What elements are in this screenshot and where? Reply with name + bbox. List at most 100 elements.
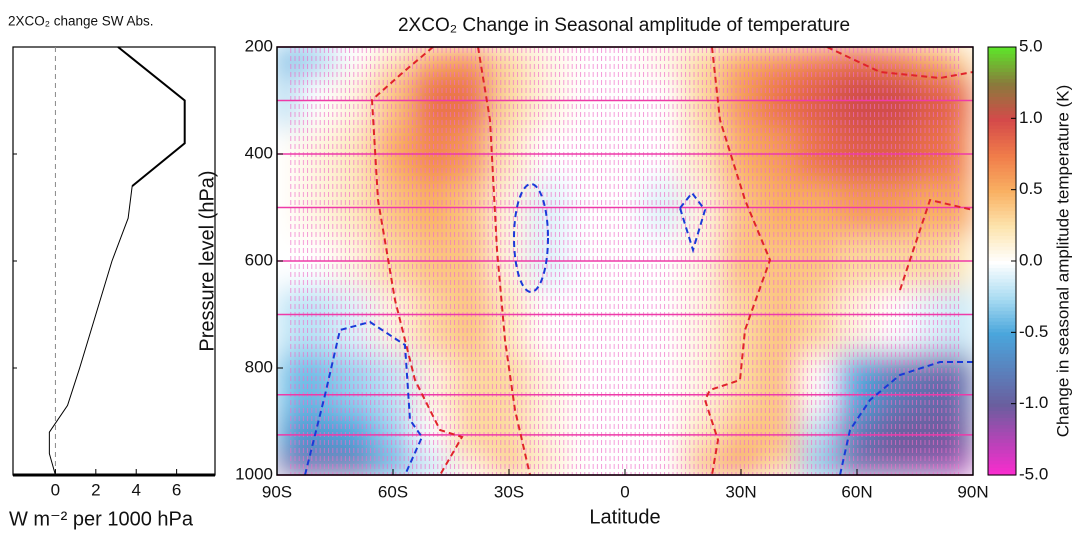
- colorbar-swatch: [988, 57, 1016, 62]
- colorbar-swatch: [988, 146, 1016, 152]
- colorbar-swatch: [988, 54, 1016, 59]
- colorbar-swatch: [988, 328, 1016, 333]
- colorbar-swatch: [988, 221, 1016, 226]
- colorbar-swatch: [988, 111, 1016, 116]
- colorbar-swatch: [988, 93, 1016, 98]
- chart-title: 2XCO₂ Change in Seasonal amplitude of te…: [398, 15, 850, 36]
- colorbar-swatch: [988, 246, 1016, 251]
- colorbar-swatch: [988, 121, 1016, 127]
- colorbar-swatch: [988, 129, 1016, 134]
- colorbar-swatch: [988, 50, 1016, 55]
- x-tick-label: 2: [91, 480, 100, 499]
- colorbar-swatch: [988, 193, 1016, 198]
- contours: [304, 47, 973, 475]
- colorbar-swatch: [988, 339, 1016, 344]
- profile-title: 2XCO₂ change SW Abs.: [8, 14, 154, 29]
- colorbar-swatch: [988, 421, 1016, 426]
- colorbar-swatch: [988, 450, 1016, 455]
- colorbar-swatch: [988, 414, 1016, 419]
- colorbar-swatch: [988, 61, 1016, 66]
- colorbar-swatch: [988, 139, 1016, 144]
- colorbar-swatch: [988, 375, 1016, 380]
- colorbar-swatch: [988, 136, 1016, 141]
- colorbar-swatch: [988, 175, 1016, 180]
- colorbar-swatch: [988, 168, 1016, 173]
- contour-negative: [678, 191, 707, 254]
- colorbar-swatch: [988, 203, 1016, 209]
- colorbar-swatch: [988, 471, 1016, 476]
- colorbar-swatch: [988, 314, 1016, 319]
- colorbar-swatch: [988, 296, 1016, 301]
- colorbar-swatch: [988, 353, 1016, 358]
- colorbar-swatch: [988, 264, 1016, 269]
- colorbar-swatch: [988, 154, 1016, 159]
- contour-negative: [304, 320, 424, 475]
- colorbar-swatch: [988, 410, 1016, 415]
- colorbar-tick-label: 0.0: [1019, 250, 1043, 269]
- colorbar-swatch: [988, 293, 1016, 298]
- colorbar-swatch: [988, 346, 1016, 351]
- contour-positive: [477, 47, 531, 475]
- colorbar-tick-label: -5.0: [1019, 464, 1048, 483]
- colorbar-swatch: [988, 378, 1016, 383]
- colorbar-swatch: [988, 232, 1016, 237]
- y-tick-label: 400: [245, 143, 273, 162]
- x-tick-label: 0: [620, 482, 629, 501]
- colorbar-swatch: [988, 403, 1016, 408]
- colorbar-swatch: [988, 343, 1016, 348]
- colorbar-swatch: [988, 464, 1016, 469]
- x-axis-label: Latitude: [589, 506, 660, 528]
- colorbar-swatch: [988, 364, 1016, 369]
- x-tick-label: 90S: [262, 482, 292, 501]
- colorbar-swatch: [988, 182, 1016, 187]
- colorbar-swatch: [988, 350, 1016, 355]
- colorbar-swatch: [988, 47, 1016, 52]
- colorbar-swatch: [988, 107, 1016, 112]
- colorbar-swatch: [988, 268, 1016, 273]
- colorbar-swatch: [988, 307, 1016, 312]
- colorbar-swatch: [988, 104, 1016, 109]
- colorbar-swatch: [988, 357, 1016, 362]
- colorbar-swatch: [988, 282, 1016, 287]
- colorbar-swatch: [988, 178, 1016, 184]
- colorbar-swatch: [988, 86, 1016, 91]
- colorbar-swatch: [988, 321, 1016, 326]
- colorbar-swatch: [988, 189, 1016, 194]
- colorbar-swatch: [988, 71, 1016, 77]
- colorbar-swatch: [988, 439, 1016, 444]
- colorbar-swatch: [988, 96, 1016, 102]
- colorbar-swatch: [988, 382, 1016, 387]
- colorbar-swatch: [988, 457, 1016, 462]
- colorbar-swatch: [988, 100, 1016, 105]
- colorbar-swatch: [988, 435, 1016, 440]
- colorbar-tick-label: 1.0: [1019, 108, 1043, 127]
- x-tick-label: 30S: [494, 482, 524, 501]
- colorbar-swatch: [988, 400, 1016, 405]
- colorbar-swatch: [988, 239, 1016, 244]
- colorbar-tick-label: -0.5: [1019, 322, 1048, 341]
- contour-positive: [370, 47, 464, 475]
- colorbar-swatch: [988, 250, 1016, 255]
- colorbar-swatch: [988, 236, 1016, 241]
- colorbar-swatch: [988, 200, 1016, 205]
- colorbar-tick-label: -1.0: [1019, 393, 1048, 412]
- colorbar-swatch: [988, 303, 1016, 308]
- colorbar-swatch: [988, 371, 1016, 376]
- colorbar-swatch: [988, 332, 1016, 337]
- colorbar-swatch: [988, 385, 1016, 390]
- colorbar-swatch: [988, 396, 1016, 401]
- colorbar-tick-label: 5.0: [1019, 36, 1043, 55]
- colorbar-swatch: [988, 257, 1016, 262]
- colorbar-swatch: [988, 285, 1016, 291]
- colorbar-swatch: [988, 289, 1016, 294]
- y-tick-label: 600: [245, 250, 273, 269]
- colorbar-swatch: [988, 253, 1016, 259]
- colorbar-swatch: [988, 453, 1016, 458]
- contour-positive: [899, 198, 973, 291]
- colorbar-label: Change in seasonal amplitude temperature…: [1053, 85, 1072, 437]
- colorbar-swatch: [988, 442, 1016, 448]
- colorbar-swatch: [988, 82, 1016, 87]
- colorbar-swatch: [988, 318, 1016, 323]
- colorbar-swatch: [988, 164, 1016, 169]
